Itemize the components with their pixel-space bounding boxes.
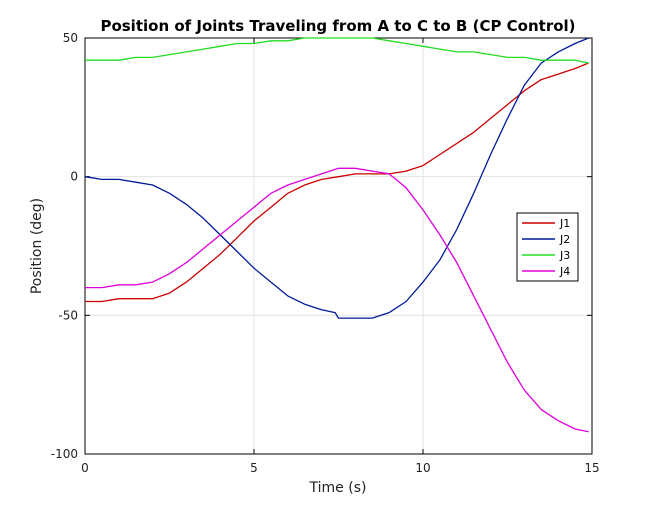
x-tick-label: 0 <box>81 461 89 475</box>
legend-box <box>516 212 579 282</box>
y-axis-label: Position (deg) <box>29 198 45 294</box>
y-tick-label: -100 <box>51 447 78 461</box>
series-line-j4 <box>85 167 589 433</box>
series-lines <box>84 37 589 433</box>
x-axis-label: Time (s) <box>309 480 367 496</box>
legend-label-j1: J1 <box>559 217 570 230</box>
legend-label-j2: J2 <box>559 233 570 246</box>
x-tick-label: 5 <box>250 461 258 475</box>
x-tick-label: 15 <box>584 461 599 475</box>
y-tick-label: 50 <box>63 31 78 45</box>
series-line-j2 <box>84 37 589 319</box>
x-tick-label: 10 <box>415 461 430 475</box>
series-line-j1 <box>85 62 589 303</box>
y-tick-label: -50 <box>58 308 78 322</box>
legend-label-j3: J3 <box>559 249 570 262</box>
legend: J1 J2 J3 J4 <box>516 212 579 282</box>
y-tick-label: 0 <box>70 170 78 184</box>
legend-label-j4: J4 <box>559 265 570 278</box>
axis-ticks: 0 5 10 15 -100 -50 0 50 <box>51 31 600 475</box>
chart-title: Position of Joints Traveling from A to C… <box>100 17 575 35</box>
series-line-j3 <box>85 37 589 64</box>
